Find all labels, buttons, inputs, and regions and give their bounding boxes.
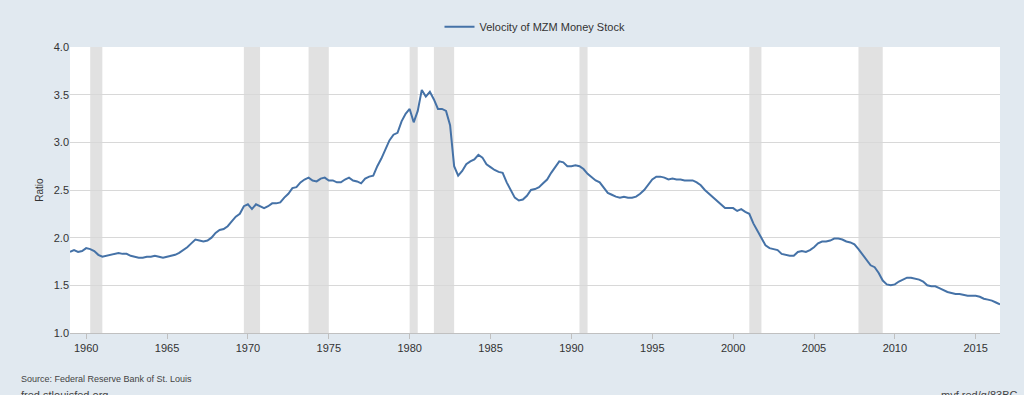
svg-text:1970: 1970 xyxy=(236,342,260,354)
svg-text:3.0: 3.0 xyxy=(54,136,69,148)
svg-text:Ratio: Ratio xyxy=(34,178,45,202)
svg-text:2.0: 2.0 xyxy=(54,232,69,244)
svg-text:3.5: 3.5 xyxy=(54,89,69,101)
svg-text:1985: 1985 xyxy=(478,342,502,354)
svg-text:4.0: 4.0 xyxy=(54,41,69,53)
svg-text:Source: Federal Reserve Bank o: Source: Federal Reserve Bank of St. Loui… xyxy=(21,374,192,384)
svg-text:1995: 1995 xyxy=(640,342,664,354)
svg-text:2.5: 2.5 xyxy=(54,184,69,196)
svg-text:myf.red/g/83BC: myf.red/g/83BC xyxy=(941,389,1017,395)
svg-text:1980: 1980 xyxy=(397,342,421,354)
svg-text:fred.stlouisfed.org: fred.stlouisfed.org xyxy=(21,389,108,395)
svg-text:1.5: 1.5 xyxy=(54,279,69,291)
svg-text:1960: 1960 xyxy=(74,342,98,354)
svg-text:2015: 2015 xyxy=(963,342,987,354)
svg-text:1.0: 1.0 xyxy=(54,327,69,339)
svg-text:2000: 2000 xyxy=(721,342,745,354)
svg-text:2005: 2005 xyxy=(802,342,826,354)
svg-text:1965: 1965 xyxy=(155,342,179,354)
svg-text:Velocity of MZM Money Stock: Velocity of MZM Money Stock xyxy=(480,21,625,33)
svg-text:1975: 1975 xyxy=(317,342,341,354)
svg-text:2010: 2010 xyxy=(883,342,907,354)
svg-text:1990: 1990 xyxy=(559,342,583,354)
